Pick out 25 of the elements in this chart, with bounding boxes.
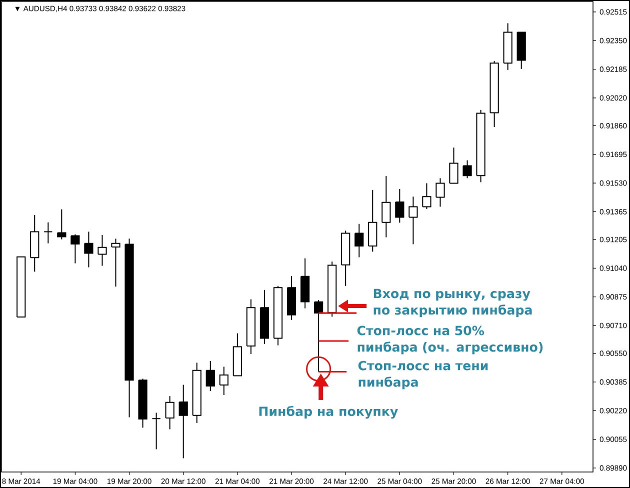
candlestick: [206, 360, 215, 392]
candlestick: [354, 223, 364, 258]
candlestick: [70, 234, 80, 264]
candlestick: [165, 396, 174, 430]
candlestick: [449, 147, 458, 184]
candlestick: [57, 208, 66, 240]
candlestick: [382, 175, 391, 238]
candlestick: [84, 231, 94, 268]
candlestick: [44, 222, 53, 244]
annotation: Пинбар на покупку: [259, 406, 398, 419]
candlestick: [422, 182, 432, 210]
ref-line-label: Стоп-лосс на 50% пинбара (оч. агрессивно): [357, 326, 543, 354]
candlestick: [178, 384, 188, 459]
ref-line-label: Стоп-лосс на тени пинбара: [358, 360, 488, 390]
candlestick: [368, 190, 378, 252]
candlestick: [408, 196, 418, 245]
candlestick: [152, 412, 161, 450]
candlestick: [436, 178, 445, 208]
candlestick: [111, 238, 120, 288]
candlestick: [462, 160, 472, 179]
candlestick: [98, 234, 107, 266]
candlestick: [395, 188, 404, 224]
ref-line-label: Вход по рынку, сразу по закрытию пинбара: [374, 288, 532, 318]
candlestick: [314, 299, 324, 372]
candlestick: [219, 366, 228, 396]
